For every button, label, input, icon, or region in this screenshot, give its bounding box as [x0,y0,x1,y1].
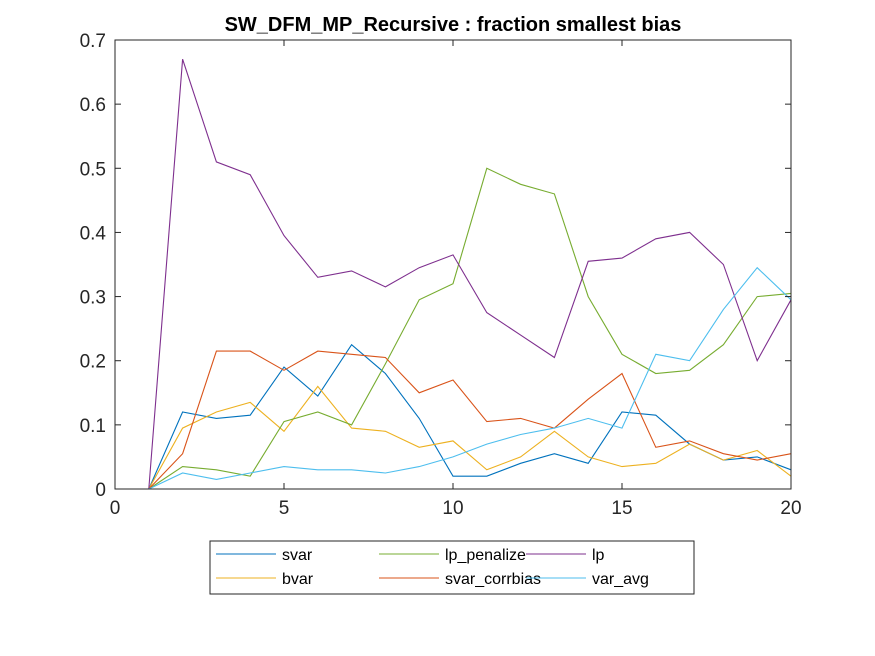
plot-area-border [114,39,792,490]
y-tick-label: 0 [95,480,106,501]
y-tick-label: 0.1 [80,416,106,437]
series-line-var-avg [148,266,792,490]
legend-label-svar: svar [282,547,313,564]
y-tick-label: 0.4 [80,223,107,244]
series-line-lp-penalize [148,167,792,490]
y-tick-label: 0.7 [80,31,106,52]
x-tick-label: 5 [279,498,290,519]
series-line-bvar [148,385,792,490]
chart-title: SW_DFM_MP_Recursive : fraction smallest … [225,14,682,36]
x-tick-label: 0 [110,498,121,519]
legend-label-var-avg: var_avg [592,571,649,588]
x-tick-label: 10 [442,498,463,519]
series-line-svar-corrbias [148,350,792,490]
series-line-lp [148,59,792,490]
y-tick-label: 0.6 [80,95,106,116]
legend-label-svar-corrbias: svar_corrbias [445,571,541,588]
x-tick-label: 15 [611,498,632,519]
axis-layer: 0 5 10 15 20 0 0.1 0.2 0.3 0.4 0.5 0.6 0.7 [80,31,802,519]
legend: svar bvar lp_penalize svar_corrbias lp var_av… [209,540,695,595]
y-tick-label: 0.2 [80,352,106,373]
legend-label-bvar: bvar [282,571,314,588]
series-layer [148,59,792,490]
legend-label-lp-penalize: lp_penalize [445,547,526,564]
y-tick-label: 0.5 [80,159,106,180]
x-tick-label: 20 [780,498,801,519]
y-tick-label: 0.3 [80,288,106,309]
legend-box [209,540,695,595]
legend-label-lp: lp [592,547,605,564]
